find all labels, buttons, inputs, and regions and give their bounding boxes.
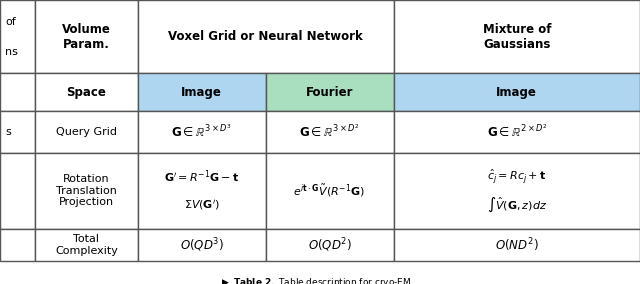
Bar: [138, 153, 266, 229]
Text: Space: Space: [67, 85, 106, 99]
Text: ns: ns: [5, 47, 18, 57]
Text: of: of: [5, 17, 16, 27]
Text: $O(ND^2)$: $O(ND^2)$: [495, 236, 539, 254]
Bar: [35, 0, 138, 73]
Text: $\mathbf{G}\in\mathbb{R}^{2\times D^2}$: $\mathbf{G}\in\mathbb{R}^{2\times D^2}$: [486, 124, 547, 140]
Bar: [138, 111, 266, 153]
Bar: [266, 153, 394, 229]
Bar: [138, 73, 266, 111]
Bar: [394, 73, 640, 111]
Text: $\blacktriangleright$ $\mathbf{Table\ 2.}$ Table description for cryo-EM...: $\blacktriangleright$ $\mathbf{Table\ 2.…: [220, 276, 420, 284]
Text: Image: Image: [497, 85, 537, 99]
Text: $\mathbf{G}'=R^{-1}\mathbf{G}-\mathbf{t}$: $\mathbf{G}'=R^{-1}\mathbf{G}-\mathbf{t}…: [164, 168, 239, 185]
Text: Mixture of
Gaussians: Mixture of Gaussians: [483, 23, 551, 51]
Text: $e^{i\mathbf{t}\cdot\mathbf{G}}\tilde{V}(R^{-1}\mathbf{G})$: $e^{i\mathbf{t}\cdot\mathbf{G}}\tilde{V}…: [294, 183, 365, 199]
Bar: [35, 153, 138, 229]
Text: $O(QD^2)$: $O(QD^2)$: [307, 236, 352, 254]
Text: $\int\hat{V}(\mathbf{G},z)dz$: $\int\hat{V}(\mathbf{G},z)dz$: [486, 196, 547, 214]
Text: Rotation
Translation
Projection: Rotation Translation Projection: [56, 174, 117, 207]
Text: $O(QD^3)$: $O(QD^3)$: [179, 236, 224, 254]
Text: $\Sigma V(\mathbf{G}')$: $\Sigma V(\mathbf{G}')$: [184, 198, 220, 212]
Bar: [394, 153, 640, 229]
Text: Query Grid: Query Grid: [56, 127, 117, 137]
Bar: [394, 0, 640, 73]
Bar: [138, 0, 394, 73]
Text: Voxel Grid or Neural Network: Voxel Grid or Neural Network: [168, 30, 363, 43]
Bar: [138, 229, 266, 261]
Bar: [35, 73, 138, 111]
Text: Fourier: Fourier: [306, 85, 353, 99]
Text: $\hat{c}_j=Rc_j+\mathbf{t}$: $\hat{c}_j=Rc_j+\mathbf{t}$: [487, 167, 547, 186]
Bar: [266, 111, 394, 153]
Bar: [0, 0, 35, 73]
Bar: [394, 229, 640, 261]
Bar: [266, 73, 394, 111]
Bar: [0, 73, 35, 111]
Bar: [0, 153, 35, 229]
Bar: [35, 111, 138, 153]
Text: $\mathbf{G}\in\mathbb{R}^{3\times D^2}$: $\mathbf{G}\in\mathbb{R}^{3\times D^2}$: [300, 124, 360, 140]
Bar: [266, 229, 394, 261]
Text: s: s: [5, 127, 11, 137]
Text: Image: Image: [181, 85, 222, 99]
Text: Total
Complexity: Total Complexity: [55, 234, 118, 256]
Bar: [35, 229, 138, 261]
Bar: [0, 111, 35, 153]
Text: Volume
Param.: Volume Param.: [62, 23, 111, 51]
Bar: [394, 111, 640, 153]
Text: $\mathbf{G}\in\mathbb{R}^{3\times D^3}$: $\mathbf{G}\in\mathbb{R}^{3\times D^3}$: [172, 124, 232, 140]
Bar: [0, 229, 35, 261]
